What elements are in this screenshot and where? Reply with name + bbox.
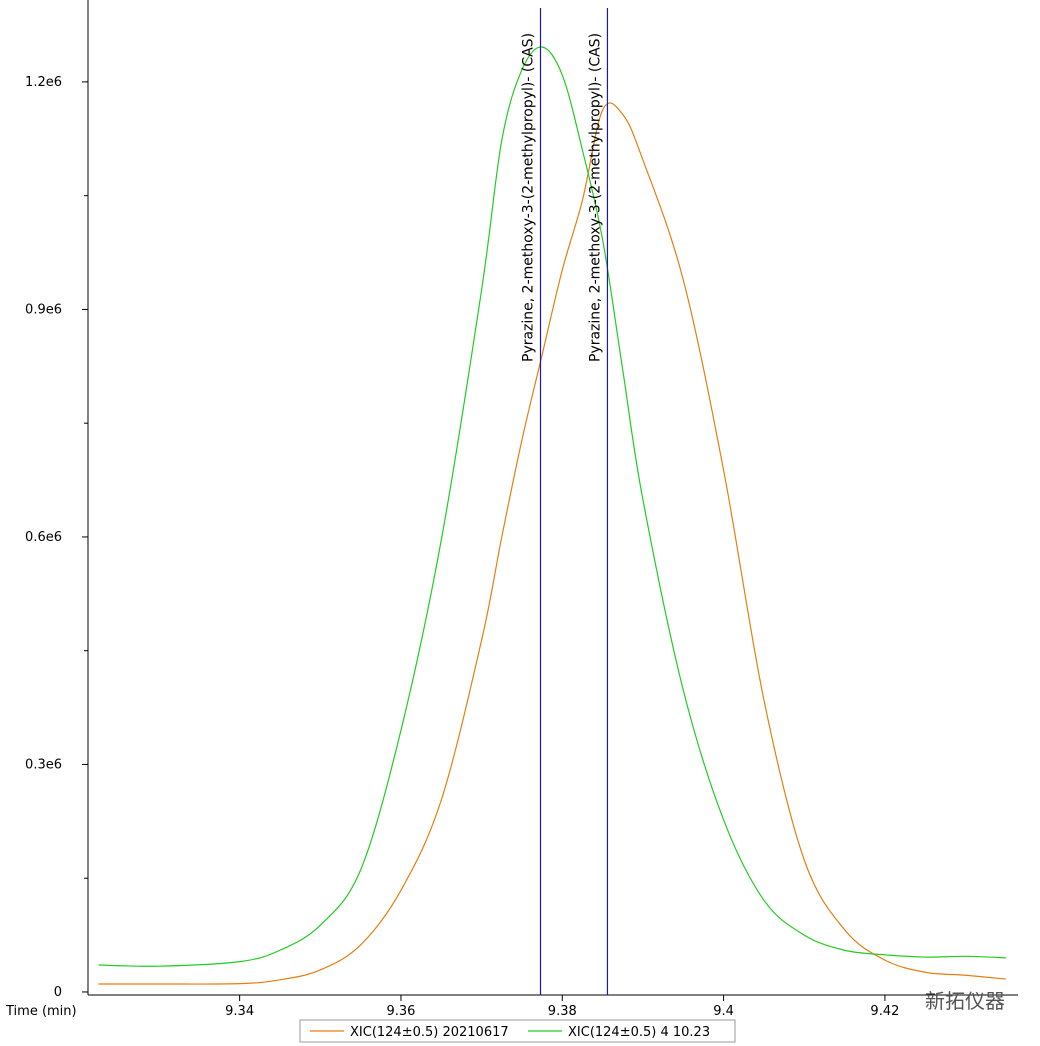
- y-tick-label: 0.3e6: [25, 757, 62, 772]
- x-tick-label: 9.42: [870, 1004, 899, 1019]
- x-tick-label: 9.34: [225, 1004, 254, 1019]
- y-tick-label: 0.9e6: [25, 302, 62, 317]
- legend-label: XIC(124±0.5) 4 10.23: [568, 1025, 710, 1040]
- legend: [299, 1019, 736, 1043]
- marker-label: Pyrazine, 2-methoxy-3-(2-methylpropyl)- …: [587, 33, 603, 362]
- x-tick-label: 9.38: [548, 1004, 577, 1019]
- series-line: [98, 102, 1006, 985]
- x-axis-label: Time (min): [5, 1004, 77, 1019]
- legend-label: XIC(124±0.5) 20210617: [350, 1025, 509, 1040]
- y-tick-label: 1.2e6: [25, 75, 62, 90]
- watermark: 新拓仪器: [925, 989, 1005, 1013]
- y-tick-label: 0: [54, 985, 62, 1000]
- x-tick-label: 9.36: [386, 1004, 415, 1019]
- x-tick-label: 9.4: [713, 1004, 734, 1019]
- series-line: [98, 46, 1006, 967]
- marker-label: Pyrazine, 2-methoxy-3-(2-methylpropyl)- …: [520, 33, 536, 362]
- y-tick-label: 0.6e6: [25, 530, 62, 545]
